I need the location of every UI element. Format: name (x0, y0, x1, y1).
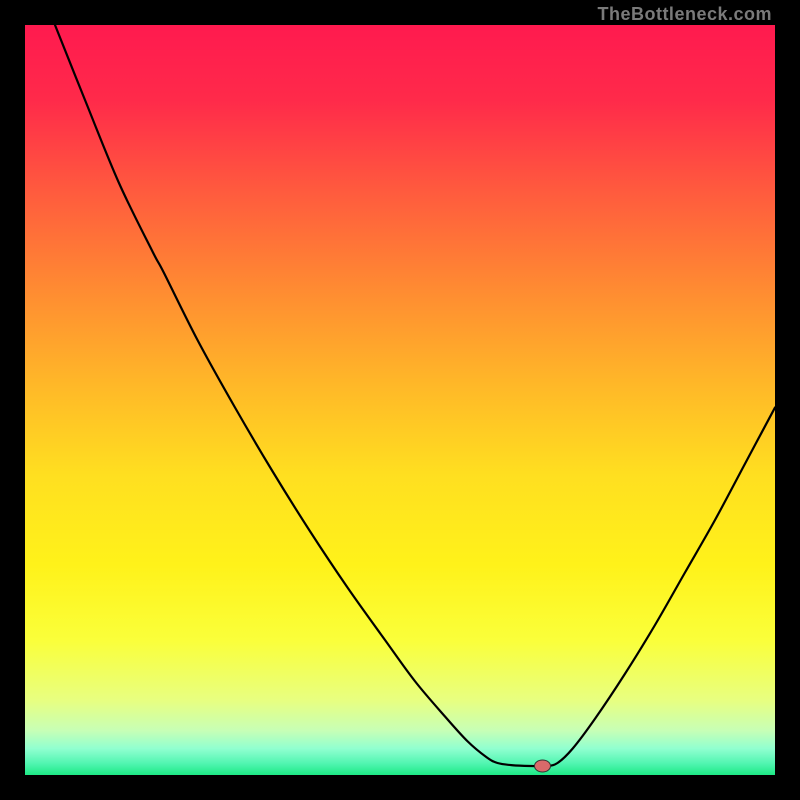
watermark-text: TheBottleneck.com (597, 4, 772, 25)
minimum-marker (535, 760, 551, 772)
plot-area (25, 25, 775, 775)
bottleneck-curve (25, 25, 775, 775)
chart-frame: TheBottleneck.com (0, 0, 800, 800)
watermark-label: TheBottleneck.com (597, 4, 772, 24)
